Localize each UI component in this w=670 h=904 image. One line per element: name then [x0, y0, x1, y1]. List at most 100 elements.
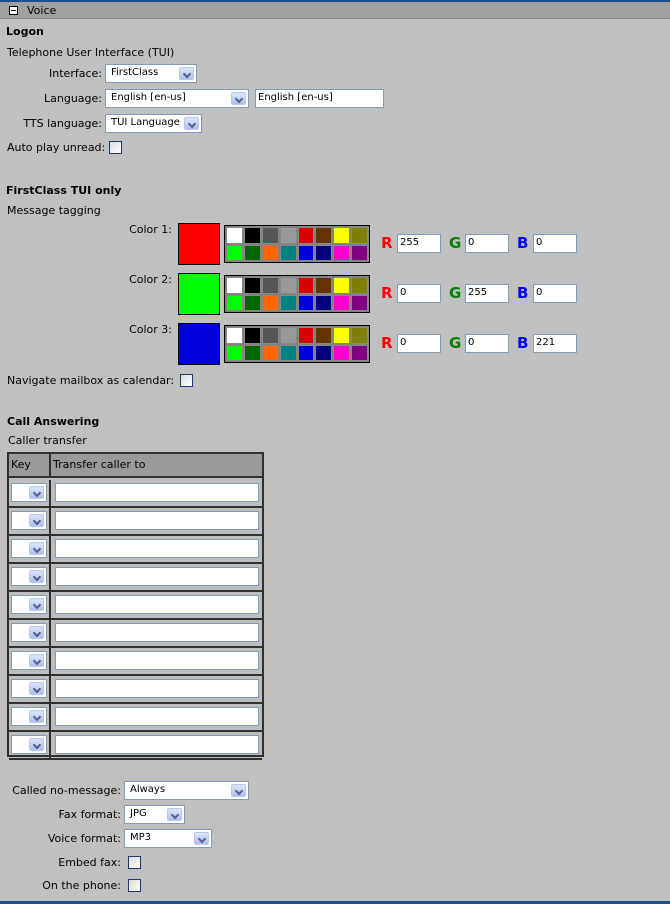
palette-cell[interactable]	[279, 277, 297, 294]
palette-cell[interactable]	[279, 227, 297, 244]
palette-cell[interactable]	[297, 244, 315, 261]
palette-cell[interactable]	[243, 294, 261, 311]
palette-cell[interactable]	[315, 244, 333, 261]
palette-cell[interactable]	[315, 344, 333, 361]
tts-select[interactable]: TUI Language	[105, 114, 202, 133]
palette-cell[interactable]	[333, 244, 351, 261]
palette-cell[interactable]	[261, 244, 279, 261]
palette-cell[interactable]	[333, 227, 351, 244]
voice-format-select[interactable]: MP3	[124, 829, 212, 848]
language-text-field[interactable]: English [en-us]	[255, 89, 384, 108]
palette-cell[interactable]	[315, 294, 333, 311]
key-select[interactable]	[11, 567, 47, 586]
key-select[interactable]	[11, 483, 47, 502]
color-3-b-input[interactable]: 221	[533, 334, 577, 353]
palette-cell[interactable]	[279, 327, 297, 344]
palette-cell[interactable]	[261, 327, 279, 344]
color-1-g-input[interactable]: 0	[465, 234, 509, 253]
transfer-to-input[interactable]	[55, 707, 259, 726]
color-2-b-input[interactable]: 0	[533, 284, 577, 303]
palette-cell[interactable]	[315, 277, 333, 294]
palette-cell[interactable]	[226, 294, 243, 311]
palette-cell[interactable]	[351, 244, 368, 261]
on-phone-label: On the phone:	[42, 879, 121, 892]
palette-cell[interactable]	[333, 327, 351, 344]
color-1-r-input[interactable]: 255	[397, 234, 441, 253]
transfer-to-input[interactable]	[55, 623, 259, 642]
palette-cell[interactable]	[297, 227, 315, 244]
palette-cell[interactable]	[333, 294, 351, 311]
table-row	[9, 704, 262, 732]
section-header[interactable]: Voice	[0, 2, 670, 19]
palette-cell[interactable]	[226, 327, 243, 344]
key-select[interactable]	[11, 595, 47, 614]
minus-box-icon[interactable]	[9, 6, 18, 15]
palette-cell[interactable]	[297, 294, 315, 311]
palette-cell[interactable]	[261, 227, 279, 244]
palette-cell[interactable]	[315, 327, 333, 344]
key-select[interactable]	[11, 539, 47, 558]
transfer-to-input[interactable]	[55, 735, 259, 754]
fax-format-select[interactable]: JPG	[124, 805, 185, 824]
key-select[interactable]	[11, 623, 47, 642]
palette-cell[interactable]	[351, 294, 368, 311]
palette-cell[interactable]	[279, 294, 297, 311]
palette-cell[interactable]	[226, 277, 243, 294]
key-select[interactable]	[11, 707, 47, 726]
palette-cell[interactable]	[297, 277, 315, 294]
color-2-r-input[interactable]: 0	[397, 284, 441, 303]
language-select[interactable]: English [en-us]	[105, 89, 249, 108]
transfer-to-input[interactable]	[55, 511, 259, 530]
key-select[interactable]	[11, 651, 47, 670]
color-3-r-input[interactable]: 0	[397, 334, 441, 353]
transfer-to-input[interactable]	[55, 567, 259, 586]
chevron-down-icon	[29, 738, 44, 751]
palette-cell[interactable]	[243, 277, 261, 294]
transfer-to-input[interactable]	[55, 483, 259, 502]
embed-fax-checkbox[interactable]	[128, 856, 141, 869]
palette-cell[interactable]	[226, 244, 243, 261]
color-1-swatch[interactable]	[178, 223, 220, 265]
palette-cell[interactable]	[279, 244, 297, 261]
palette-cell[interactable]	[297, 327, 315, 344]
palette-cell[interactable]	[315, 227, 333, 244]
transfer-to-input[interactable]	[55, 651, 259, 670]
palette-cell[interactable]	[279, 344, 297, 361]
palette-cell[interactable]	[351, 344, 368, 361]
key-select[interactable]	[11, 735, 47, 754]
color-3-swatch[interactable]	[178, 323, 220, 365]
palette-cell[interactable]	[243, 327, 261, 344]
palette-cell[interactable]	[243, 244, 261, 261]
palette-cell[interactable]	[226, 227, 243, 244]
palette-cell[interactable]	[243, 344, 261, 361]
table-row	[9, 480, 262, 508]
interface-select[interactable]: FirstClass	[105, 64, 197, 83]
palette-cell[interactable]	[261, 294, 279, 311]
color-2-g-input[interactable]: 255	[465, 284, 509, 303]
palette-cell[interactable]	[351, 327, 368, 344]
g-channel-label: G	[449, 334, 462, 352]
transfer-to-input[interactable]	[55, 679, 259, 698]
navigate-checkbox[interactable]	[180, 374, 193, 387]
key-select[interactable]	[11, 511, 47, 530]
transfer-to-input[interactable]	[55, 539, 259, 558]
palette-cell[interactable]	[333, 277, 351, 294]
palette-cell[interactable]	[226, 344, 243, 361]
palette-cell[interactable]	[297, 344, 315, 361]
nomsg-select[interactable]: Always	[124, 781, 249, 800]
transfer-to-input[interactable]	[55, 595, 259, 614]
palette-cell[interactable]	[261, 277, 279, 294]
color-3-g-input[interactable]: 0	[465, 334, 509, 353]
palette-cell[interactable]	[243, 227, 261, 244]
color-1-b-input[interactable]: 0	[533, 234, 577, 253]
color-2-swatch[interactable]	[178, 273, 220, 315]
key-select[interactable]	[11, 679, 47, 698]
on-phone-checkbox[interactable]	[128, 879, 141, 892]
palette-cell[interactable]	[351, 227, 368, 244]
autoplay-checkbox[interactable]	[109, 141, 122, 154]
color-3-label: Color 3:	[129, 323, 172, 336]
palette-cell[interactable]	[261, 344, 279, 361]
palette-cell[interactable]	[333, 344, 351, 361]
column-divider	[49, 564, 51, 590]
palette-cell[interactable]	[351, 277, 368, 294]
